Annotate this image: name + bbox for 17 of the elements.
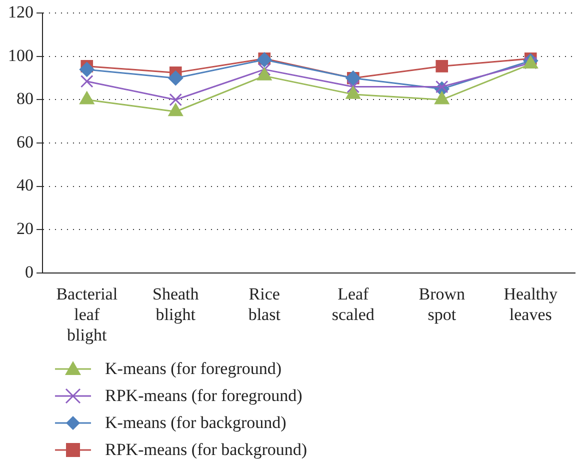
- y-tick-label: 100: [8, 46, 34, 65]
- y-tick-label: 120: [8, 2, 34, 22]
- legend-label: K-means (for background): [105, 412, 286, 432]
- x-tick-label: Sheath blight: [152, 284, 200, 324]
- y-tick-label: 60: [16, 132, 34, 152]
- y-tick-label: 40: [16, 176, 34, 195]
- x-tick-label: Bacterial leaf blight: [56, 284, 118, 344]
- x-tick-label: Rice blast: [248, 284, 281, 324]
- x-tick-label: Leaf scaled: [332, 284, 375, 324]
- legend-label: RPK-means (for foreground): [105, 386, 302, 406]
- y-tick-label: 0: [25, 262, 34, 282]
- x-tick-label: Healthy leaves: [504, 284, 558, 324]
- y-tick-label: 80: [16, 89, 34, 108]
- x-tick-label: Brown spot: [418, 284, 466, 324]
- legend-label: RPK-means (for background): [105, 440, 308, 460]
- y-tick-label: 20: [16, 219, 34, 238]
- legend-label: K-means (for foreground): [105, 358, 282, 378]
